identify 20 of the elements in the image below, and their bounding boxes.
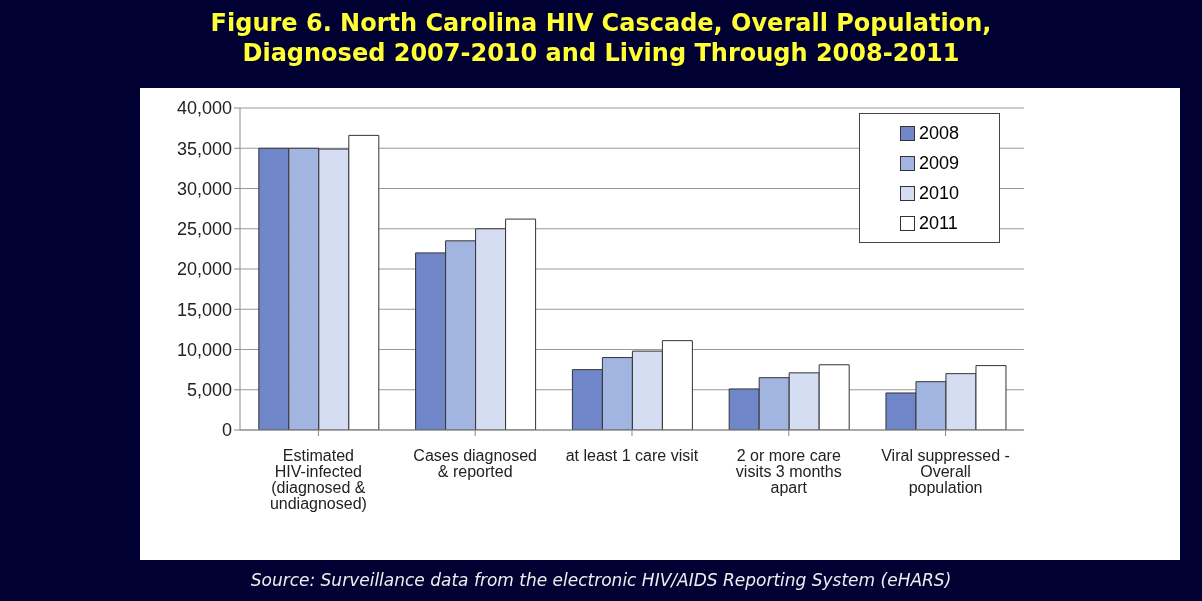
chart-title: Figure 6. North Carolina HIV Cascade, Overall Population, Diagnosed 2007-2010 and Living Through 2008-2011 xyxy=(209,8,993,68)
x-tick-label: Viral suppressed - Overall population xyxy=(881,447,1010,497)
y-tick-label: 0 xyxy=(221,420,232,441)
x-tick-label: 2 or more care visits 3 months apart xyxy=(735,447,842,497)
y-tick-label: 30,000 xyxy=(176,178,232,199)
y-tick-label: 15,000 xyxy=(176,299,232,320)
y-tick-label: 20,000 xyxy=(176,259,232,280)
legend-label: 2010 xyxy=(918,182,959,204)
x-tick-label: Cases diagnosed & reported xyxy=(413,447,538,481)
y-tick-label: 25,000 xyxy=(176,219,232,240)
legend-label: 2009 xyxy=(918,152,959,174)
source-note: Source: Surveillance data from the electronic HIV/AIDS Reporting System (eHARS) xyxy=(249,570,953,590)
x-tick-label: at least 1 care visit xyxy=(565,447,699,465)
y-tick-label: 5,000 xyxy=(186,380,232,401)
legend-label: 2008 xyxy=(918,122,959,144)
y-tick-label: 40,000 xyxy=(176,98,232,119)
legend-label: 2011 xyxy=(918,212,958,234)
x-tick-label: Estimated HIV-infected (diagnosed & undiagnosed) xyxy=(269,447,367,513)
y-tick-label: 35,000 xyxy=(176,138,232,159)
y-tick-label: 10,000 xyxy=(176,339,232,360)
